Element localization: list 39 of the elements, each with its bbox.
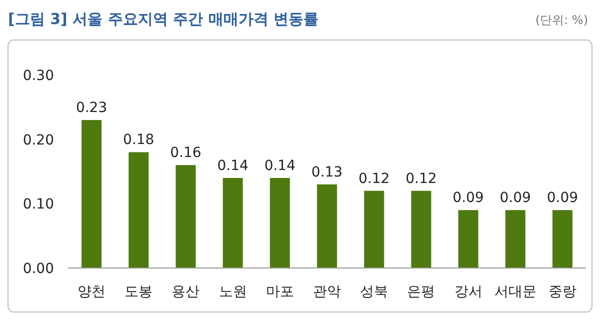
- bar: [411, 190, 432, 268]
- x-tick-label: 노원: [218, 284, 247, 300]
- bar: [176, 165, 196, 268]
- x-tick-label: 관악: [313, 284, 341, 300]
- x-tick-label: 은평: [407, 284, 436, 300]
- bar: [552, 210, 572, 268]
- bar: [82, 120, 102, 268]
- bar: [128, 152, 149, 268]
- data-label: 0.12: [358, 170, 390, 187]
- data-label: 0.13: [311, 164, 343, 180]
- y-tick-label: 0.00: [22, 261, 54, 277]
- data-label: 0.18: [123, 132, 154, 148]
- chart-title: [그림 3] 서울 주요지역 주간 매매가격 변동률: [8, 10, 318, 28]
- bar: [505, 210, 526, 268]
- y-tick-label: 0.20: [22, 132, 54, 148]
- x-tick-label: 성북: [360, 284, 388, 300]
- data-label: 0.14: [264, 158, 296, 174]
- x-tick-label: 마포: [266, 284, 294, 300]
- y-tick-label: 0.30: [22, 68, 54, 84]
- data-label: 0.16: [170, 145, 202, 162]
- data-label: 0.09: [500, 190, 531, 206]
- data-label: 0.23: [76, 100, 108, 116]
- x-tick-label: 서대문: [494, 284, 536, 300]
- bar: [317, 184, 337, 268]
- bar: [270, 178, 290, 268]
- x-tick-label: 강서: [454, 284, 482, 300]
- data-label: 0.09: [546, 190, 578, 206]
- x-tick-label: 양천: [78, 284, 106, 300]
- data-label: 0.12: [406, 170, 437, 187]
- bar: [222, 178, 243, 268]
- data-label: 0.14: [217, 158, 248, 174]
- text: (단위: %): [535, 13, 588, 27]
- x-tick-label: 중랑: [548, 284, 576, 300]
- x-tick-label: 도봉: [124, 284, 153, 300]
- data-label: 0.09: [452, 190, 484, 206]
- y-tick-label: 0.10: [22, 196, 54, 213]
- x-tick-label: 용산: [172, 284, 200, 300]
- bar: [364, 190, 384, 268]
- bar: [458, 210, 478, 268]
